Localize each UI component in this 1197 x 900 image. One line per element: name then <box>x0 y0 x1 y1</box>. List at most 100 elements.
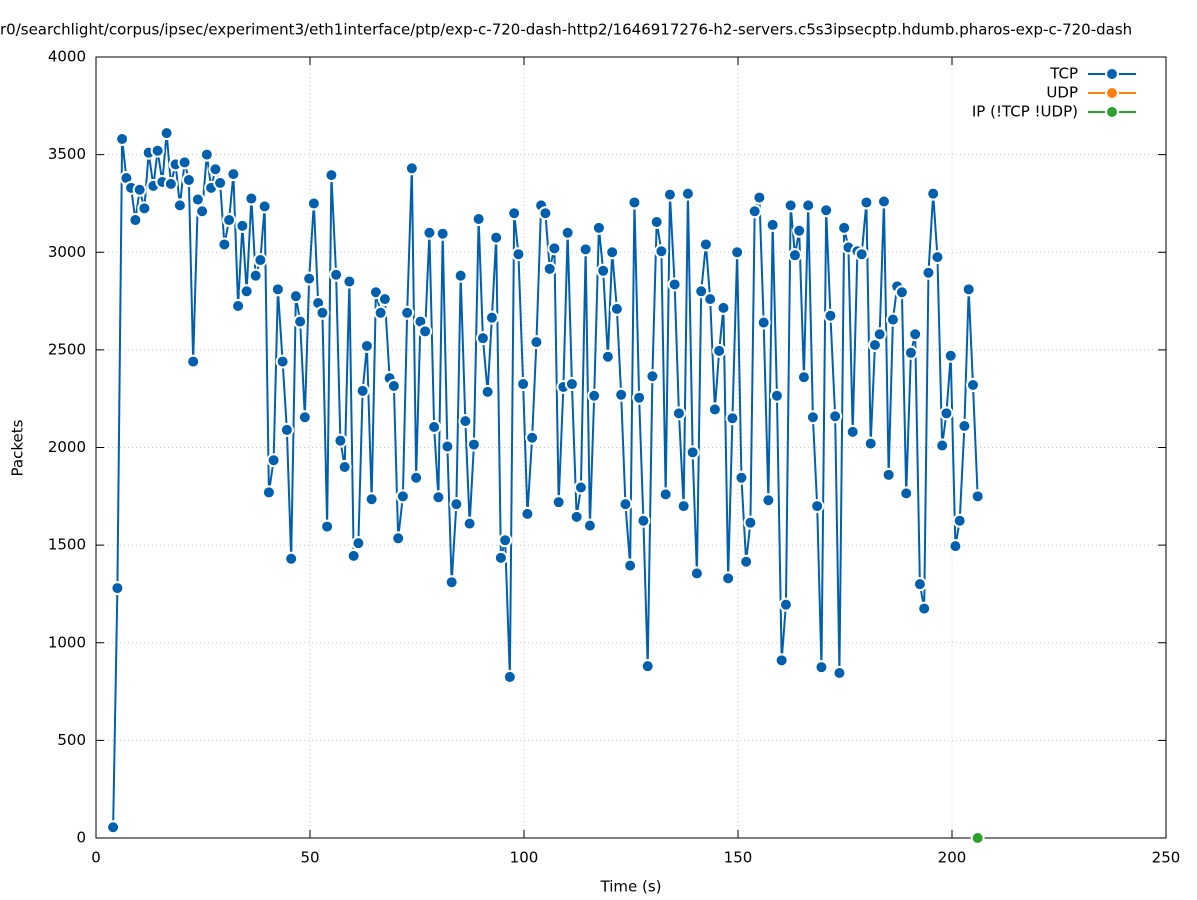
y-tick-label: 3500 <box>48 145 86 163</box>
data-point <box>805 410 820 425</box>
data-point <box>239 284 254 299</box>
data-point <box>466 437 481 452</box>
data-point <box>163 176 178 191</box>
data-point <box>587 388 602 403</box>
data-point <box>943 348 958 363</box>
data-point <box>128 213 143 228</box>
legend-marker <box>1105 86 1119 100</box>
data-point <box>703 292 718 307</box>
data-point <box>368 285 383 300</box>
data-point <box>676 499 691 514</box>
data-point <box>623 558 638 573</box>
y-tick-label: 0 <box>76 829 86 847</box>
data-point <box>172 198 187 213</box>
data-point <box>453 268 468 283</box>
y-tick-label: 1500 <box>48 536 86 554</box>
data-point <box>573 480 588 495</box>
data-point <box>730 245 745 260</box>
chart-title: r0/searchlight/corpus/ipsec/experiment3/… <box>0 21 1132 39</box>
data-point <box>480 384 495 399</box>
data-point <box>957 419 972 434</box>
data-point <box>894 285 909 300</box>
data-point <box>582 518 597 533</box>
data-point <box>769 388 784 403</box>
data-point <box>529 335 544 350</box>
legend-label: UDP <box>1046 84 1078 102</box>
legend-marker <box>1105 105 1119 119</box>
data-point <box>743 515 758 530</box>
data-point <box>346 548 361 563</box>
data-point <box>837 220 852 235</box>
data-point <box>859 195 874 210</box>
data-point <box>449 497 464 512</box>
data-point <box>654 244 669 259</box>
data-point <box>484 310 499 325</box>
legend-label: IP (!TCP !UDP) <box>972 103 1078 121</box>
data-point <box>872 327 887 342</box>
data-point <box>774 653 789 668</box>
data-point <box>828 409 843 424</box>
data-point <box>458 414 473 429</box>
data-point <box>819 203 834 218</box>
data-point <box>917 601 932 616</box>
data-point <box>636 513 651 528</box>
data-point <box>190 192 205 207</box>
data-point <box>400 305 415 320</box>
data-point <box>208 162 223 177</box>
data-point <box>605 245 620 260</box>
data-point <box>502 669 517 684</box>
data-point <box>137 201 152 216</box>
data-point <box>395 489 410 504</box>
data-point <box>427 419 442 434</box>
data-point <box>231 298 246 313</box>
data-point <box>226 167 241 182</box>
data-point <box>939 406 954 421</box>
data-point <box>222 213 237 228</box>
data-point <box>810 499 825 514</box>
data-point <box>213 175 228 190</box>
data-point <box>591 220 606 235</box>
y-tick-label: 3000 <box>48 243 86 261</box>
data-point <box>783 198 798 213</box>
data-point <box>106 820 121 835</box>
data-point <box>435 226 450 241</box>
data-point <box>698 237 713 252</box>
data-point <box>832 666 847 681</box>
data-point <box>315 305 330 320</box>
data-point <box>725 411 740 426</box>
data-point <box>926 186 941 201</box>
data-point <box>150 143 165 158</box>
data-point <box>444 575 459 590</box>
data-point <box>386 378 401 393</box>
data-point <box>525 430 540 445</box>
data-point <box>431 490 446 505</box>
data-point <box>667 277 682 292</box>
data-point <box>885 312 900 327</box>
data-point <box>765 217 780 232</box>
data-point <box>489 230 504 245</box>
data-point <box>935 438 950 453</box>
data-point <box>440 439 455 454</box>
y-tick-label: 4000 <box>48 48 86 66</box>
data-point <box>159 126 174 141</box>
data-point <box>235 218 250 233</box>
data-point <box>337 460 352 475</box>
data-point <box>640 659 655 674</box>
x-tick-label: 0 <box>91 849 101 867</box>
data-point <box>645 369 660 384</box>
data-point <box>404 161 419 176</box>
data-point <box>391 531 406 546</box>
data-point <box>275 354 290 369</box>
x-tick-label: 250 <box>1152 849 1181 867</box>
data-point <box>333 433 348 448</box>
y-tick-label: 2500 <box>48 340 86 358</box>
data-point <box>132 182 147 197</box>
legend-label: TCP <box>1049 65 1078 83</box>
data-point <box>520 506 535 521</box>
data-point <box>493 550 508 565</box>
data-point <box>961 282 976 297</box>
data-point <box>823 308 838 323</box>
y-axis-label: Packets <box>9 419 27 476</box>
x-tick-label: 100 <box>510 849 539 867</box>
data-point <box>721 571 736 586</box>
